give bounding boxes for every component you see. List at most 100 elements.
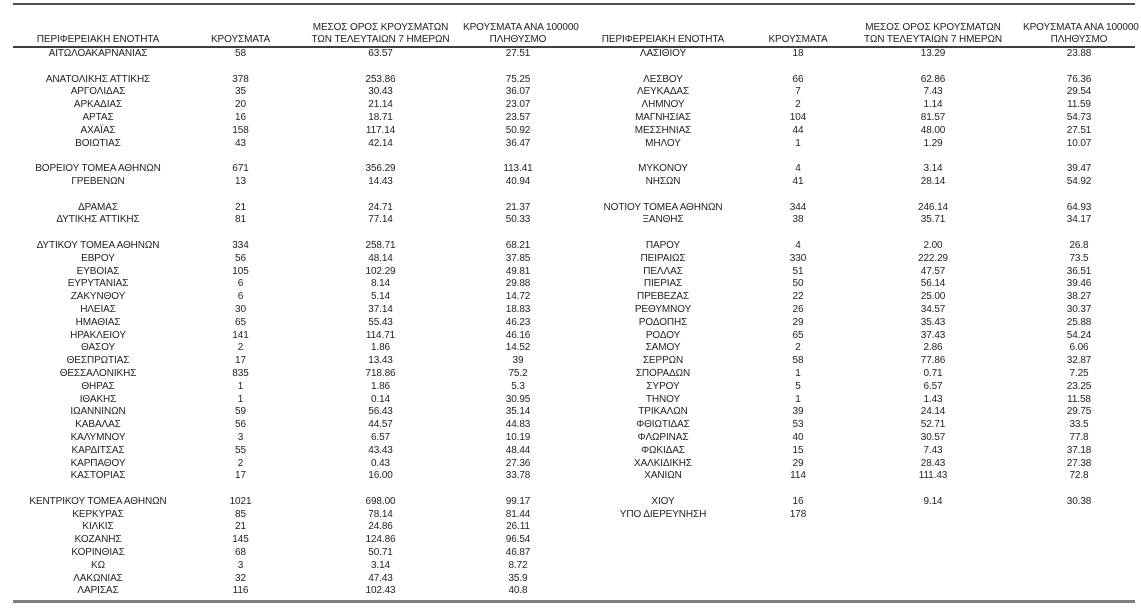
cases-value: 58 xyxy=(792,355,804,367)
per100k-value: 21.37 xyxy=(505,201,531,213)
per100k-value: 26.8 xyxy=(1069,239,1089,251)
avg7-value: 1.86 xyxy=(370,342,391,354)
table-row: ΚΩ 3 3.14 8.72 xyxy=(13,560,573,573)
avg7-value: 77.14 xyxy=(368,214,393,226)
cases-value: 114 xyxy=(790,470,806,482)
table-row: ΛΑΣΙΘΙΟΥ 18 13.29 23.88 xyxy=(573,48,1135,61)
per100k-value: 46.16 xyxy=(505,329,531,341)
per100k-value: 39.47 xyxy=(1066,163,1092,175)
per100k-value: 113.41 xyxy=(503,163,533,175)
table-row: ΘΕΣΣΑΛΟΝΙΚΗΣ 835 718.86 75.2 xyxy=(13,368,573,381)
cases-value: 835 xyxy=(232,367,249,379)
avg7-value: 356.29 xyxy=(365,163,396,175)
region-name: ΚΙΛΚΙΣ xyxy=(82,521,114,533)
table-row: ΧΙΟΥ 16 9.14 30.38 xyxy=(573,496,1135,509)
per100k-value: 33.5 xyxy=(1069,419,1089,431)
region-name: ΑΡΓΟΛΙΔΑΣ xyxy=(70,86,126,98)
region-name: ΧΑΛΚΙΔΙΚΗΣ xyxy=(634,457,692,469)
table-row-spacer xyxy=(573,547,1135,560)
region-name: ΚΑΡΠΑΘΟΥ xyxy=(70,457,126,469)
table-row: ΒΟΡΕΙΟΥ ΤΟΜΕΑ ΑΘΗΝΩΝ 671 356.29 113.41 xyxy=(13,163,573,176)
per100k-value: 29.75 xyxy=(1066,406,1092,418)
region-name: ΑΡΤΑΣ xyxy=(82,111,114,123)
table-row: ΚΑΛΥΜΝΟΥ 3 6.57 10.19 xyxy=(13,432,573,445)
region-name: ΚΑΣΤΟΡΙΑΣ xyxy=(70,470,126,482)
region-name: ΕΥΒΟΙΑΣ xyxy=(76,265,120,277)
cases-value: 1 xyxy=(795,137,801,149)
table-row: ΠΙΕΡΙΑΣ 50 56.14 39.46 xyxy=(573,278,1135,291)
avg7-value: 1.29 xyxy=(923,137,943,149)
table-row-spacer xyxy=(573,227,1135,240)
per100k-value: 75.2 xyxy=(508,367,528,379)
per100k-value: 46.87 xyxy=(505,547,531,559)
avg7-value: 77.86 xyxy=(920,355,946,367)
avg7-value: 102.29 xyxy=(365,265,396,277)
table-row: ΕΥΒΟΙΑΣ 105 102.29 49.81 xyxy=(13,266,573,279)
table-header-left: ΠΕΡΙΦΕΡΕΙΑΚΗ ΕΝΟΤΗΤΑ ΚΡΟΥΣΜΑΤΑ ΜΕΣΟΣ ΟΡΟ… xyxy=(13,5,579,46)
cases-value: 39 xyxy=(792,406,804,418)
table-row: ΡΟΔΟΥ 65 37.43 54.24 xyxy=(573,330,1135,343)
per100k-value: 6.06 xyxy=(1069,342,1089,354)
region-name: ΤΗΝΟΥ xyxy=(645,393,681,405)
per100k-value: 54.73 xyxy=(1066,111,1092,123)
region-name: ΡΕΘΥΜΝΟΥ xyxy=(634,303,692,315)
table-row: ΑΙΤΩΛΟΑΚΑΡΝΑΝΙΑΣ 58 63.57 27.51 xyxy=(13,48,573,61)
per100k-value: 39 xyxy=(512,355,524,367)
region-name: ΠΑΡΟΥ xyxy=(645,239,681,251)
avg7-value: 14.43 xyxy=(368,175,393,187)
region-name: ΕΥΡΥΤΑΝΙΑΣ xyxy=(67,278,129,290)
region-name: ΚΕΝΤΡΙΚΟΥ ΤΟΜΕΑ ΑΘΗΝΩΝ xyxy=(29,495,167,507)
region-name: ΛΑΚΩΝΙΑΣ xyxy=(73,572,123,584)
region-name: ΛΑΡΙΣΑΣ xyxy=(77,585,119,597)
cases-value: 44 xyxy=(792,124,804,136)
cases-value: 3 xyxy=(237,431,244,443)
per100k-value: 30.95 xyxy=(505,393,531,405)
region-name: ΑΙΤΩΛΟΑΚΑΡΝΑΝΙΑΣ xyxy=(48,48,148,59)
avg7-value: 9.14 xyxy=(923,495,943,507)
avg7-value: 114.71 xyxy=(365,329,396,341)
table-row: ΚΑΣΤΟΡΙΑΣ 17 16.00 33.78 xyxy=(13,470,573,483)
avg7-value: 111.43 xyxy=(918,470,948,482)
avg7-value: 52.71 xyxy=(920,419,946,431)
per100k-value: 10.07 xyxy=(1066,137,1092,149)
per100k-value: 26.11 xyxy=(506,521,530,533)
per100k-value: 40.8 xyxy=(508,585,528,597)
avg7-value: 62.86 xyxy=(920,73,946,85)
region-name: ΛΑΣΙΘΙΟΥ xyxy=(639,48,687,59)
per100k-value: 37.18 xyxy=(1066,444,1092,456)
table-row: ΕΥΡΥΤΑΝΙΑΣ 6 8.14 29.88 xyxy=(13,278,573,291)
per100k-value: 14.72 xyxy=(505,291,531,303)
avg7-value: 124.86 xyxy=(365,534,396,546)
cases-value: 116 xyxy=(232,585,249,597)
region-name: ΘΗΡΑΣ xyxy=(81,380,115,392)
cases-value: 16 xyxy=(792,495,804,507)
region-name: ΚΕΡΚΥΡΑΣ xyxy=(72,508,124,520)
avg7-value: 18.71 xyxy=(368,111,393,123)
table-row: ΙΘΑΚΗΣ 1 0.14 30.95 xyxy=(13,394,573,407)
region-name: ΝΟΤΙΟΥ ΤΟΜΕΑ ΑΘΗΝΩΝ xyxy=(603,201,723,213)
per100k-value: 72.8 xyxy=(1069,470,1089,482)
avg7-value: 1.86 xyxy=(370,380,391,392)
per100k-value: 27.51 xyxy=(505,48,531,59)
cases-value: 66 xyxy=(792,73,804,85)
table-row: ΜΥΚΟΝΟΥ 4 3.14 39.47 xyxy=(573,163,1135,176)
table-row: ΒΟΙΩΤΙΑΣ 43 42.14 36.47 xyxy=(13,138,573,151)
per100k-value: 50.92 xyxy=(505,124,531,136)
avg7-value: 0.43 xyxy=(370,457,391,469)
cases-value: 41 xyxy=(792,175,804,187)
avg7-value: 24.86 xyxy=(368,521,393,533)
table-body: ΑΙΤΩΛΟΑΚΑΡΝΑΝΙΑΣ 58 63.57 27.51 ΑΝΑΤΟΛΙΚΗΣ Α… xyxy=(13,48,1135,598)
region-name: ΑΧΑΪΑΣ xyxy=(80,124,116,136)
per100k-value: 76.36 xyxy=(1066,73,1092,85)
table-row: ΝΗΣΩΝ 41 28.14 54.92 xyxy=(573,176,1135,189)
cases-value: 17 xyxy=(235,355,246,367)
cases-value: 29 xyxy=(792,316,804,328)
per100k-value: 7.25 xyxy=(1069,367,1089,379)
region-name: ΔΡΑΜΑΣ xyxy=(78,201,118,213)
cases-value: 6 xyxy=(237,291,244,303)
cases-value: 1 xyxy=(237,393,244,405)
avg7-value: 30.57 xyxy=(920,431,946,443)
avg7-value: 24.14 xyxy=(920,406,946,418)
cases-value: 344 xyxy=(789,201,807,213)
region-name: ΛΕΣΒΟΥ xyxy=(643,73,683,85)
